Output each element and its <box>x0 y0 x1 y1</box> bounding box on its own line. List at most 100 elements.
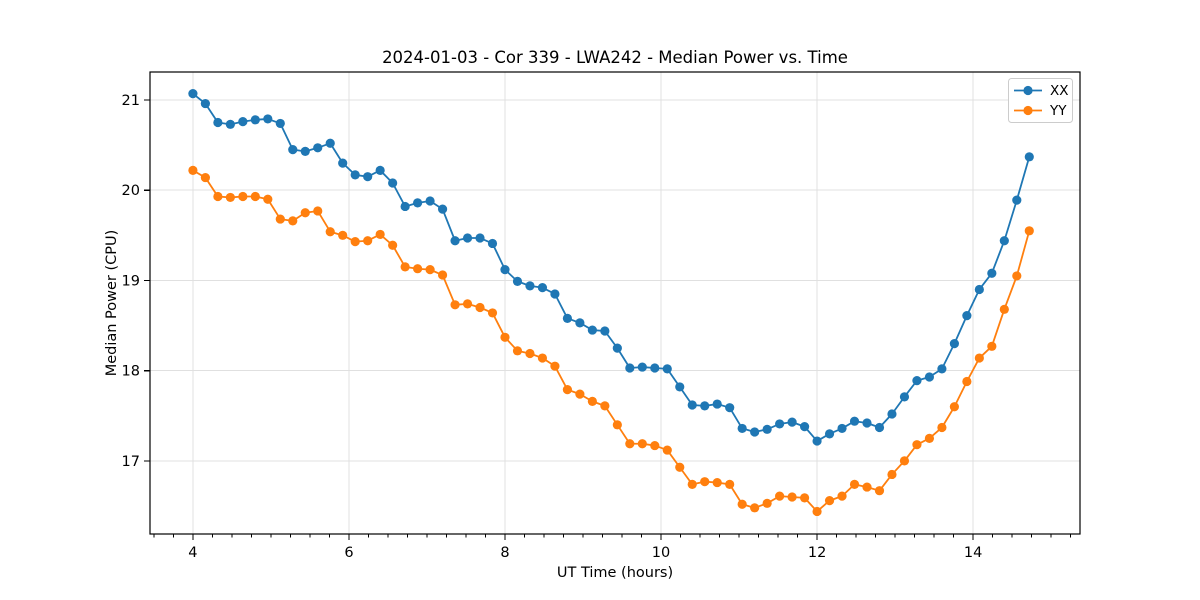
data-point-xx <box>388 178 398 188</box>
data-point-xx <box>999 236 1009 246</box>
data-point-xx <box>924 372 935 382</box>
data-point-yy <box>849 479 860 489</box>
x-tick-label: 14 <box>964 545 982 561</box>
data-point-yy <box>725 479 735 489</box>
data-point-yy <box>313 206 323 216</box>
y-tick-label: 21 <box>122 93 140 109</box>
data-point-xx <box>225 119 235 129</box>
data-point-yy <box>475 302 485 313</box>
data-point-xx <box>263 114 273 124</box>
data-point-yy <box>974 353 984 363</box>
data-point-yy <box>812 506 822 517</box>
data-point-yy <box>375 229 385 240</box>
data-point-yy <box>787 492 797 502</box>
data-point-yy <box>762 498 772 508</box>
data-point-xx <box>675 382 685 392</box>
y-tick-label: 19 <box>122 273 140 289</box>
data-point-xx <box>288 145 298 155</box>
x-axis-label: UT Time (hours) <box>557 565 673 581</box>
data-point-xx <box>413 198 423 208</box>
data-point-xx <box>762 424 772 434</box>
data-point-xx <box>899 392 910 402</box>
data-point-xx <box>1024 152 1034 162</box>
data-point-yy <box>625 439 635 449</box>
data-point-yy <box>188 165 198 175</box>
data-point-yy <box>700 477 710 487</box>
data-point-xx <box>363 172 373 182</box>
data-point-xx <box>575 318 585 328</box>
data-point-yy <box>750 503 760 513</box>
data-point-yy <box>450 300 460 310</box>
data-point-xx <box>700 401 710 411</box>
x-tick-label: 4 <box>188 545 197 561</box>
y-tick-label: 17 <box>122 454 140 470</box>
data-point-yy <box>350 237 360 247</box>
data-point-yy <box>712 477 722 488</box>
x-tick-label: 8 <box>500 545 509 561</box>
data-point-yy <box>874 486 885 496</box>
data-point-xx <box>537 283 548 293</box>
data-point-xx <box>213 117 223 128</box>
data-point-xx <box>824 429 835 439</box>
data-point-xx <box>687 400 697 410</box>
y-tick-label: 20 <box>122 183 140 199</box>
data-point-yy <box>225 192 235 203</box>
data-point-yy <box>799 493 810 503</box>
data-point-xx <box>750 427 760 437</box>
data-point-xx <box>662 364 672 374</box>
data-point-xx <box>275 118 285 129</box>
data-point-yy <box>537 353 548 363</box>
y-axis-label: Median Power (CPU) <box>104 230 120 377</box>
data-point-yy <box>288 216 298 226</box>
data-point-yy <box>837 491 847 501</box>
data-point-xx <box>325 138 335 148</box>
chart-title: 2024-01-03 - Cor 339 - LWA242 - Median P… <box>382 48 848 67</box>
data-point-xx <box>937 364 947 374</box>
data-point-xx <box>200 98 210 109</box>
data-point-xx <box>799 422 810 432</box>
data-point-xx <box>525 281 535 291</box>
data-point-yy <box>924 433 935 443</box>
data-point-yy <box>937 422 947 433</box>
data-point-xx <box>500 265 510 275</box>
data-point-yy <box>587 396 597 406</box>
data-point-xx <box>962 311 972 321</box>
data-point-xx <box>837 423 847 434</box>
data-point-xx <box>238 117 248 127</box>
x-tick-label: 6 <box>344 545 353 561</box>
data-point-yy <box>899 456 910 466</box>
data-point-yy <box>562 385 573 395</box>
data-point-xx <box>737 423 747 434</box>
data-point-xx <box>487 238 498 249</box>
data-point-yy <box>300 208 310 218</box>
data-point-xx <box>725 403 735 413</box>
data-point-yy <box>250 191 260 202</box>
data-point-yy <box>325 227 335 237</box>
data-point-yy <box>263 194 273 204</box>
plot-frame <box>149 71 1081 535</box>
legend-marker-xx <box>1023 85 1033 96</box>
y-tick-label: 18 <box>122 364 140 380</box>
legend-marker-yy <box>1023 105 1033 116</box>
data-point-xx <box>912 376 922 386</box>
data-point-xx <box>462 233 473 243</box>
data-point-yy <box>775 491 785 501</box>
data-point-yy <box>200 172 210 183</box>
data-point-xx <box>874 422 885 433</box>
data-point-xx <box>562 313 573 323</box>
data-point-xx <box>787 417 797 427</box>
data-point-yy <box>999 304 1009 314</box>
data-point-yy <box>275 214 285 224</box>
data-point-yy <box>400 262 410 272</box>
data-point-yy <box>662 445 672 455</box>
data-point-yy <box>912 440 922 450</box>
data-point-xx <box>512 276 523 286</box>
data-point-yy <box>949 402 959 412</box>
data-point-xx <box>425 196 435 206</box>
data-point-yy <box>824 496 835 506</box>
data-point-yy <box>338 230 348 240</box>
x-tick-label: 10 <box>652 545 670 561</box>
data-point-yy <box>388 240 398 250</box>
